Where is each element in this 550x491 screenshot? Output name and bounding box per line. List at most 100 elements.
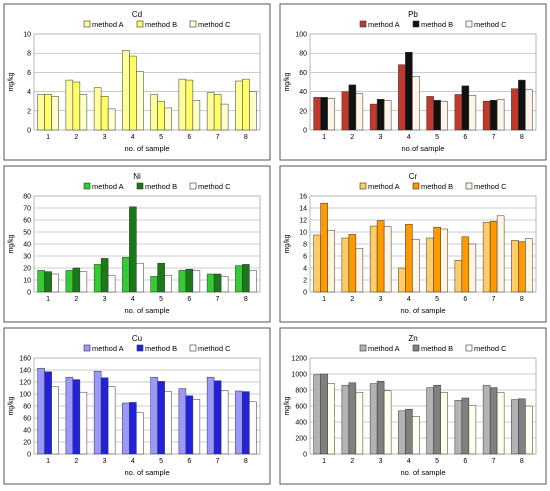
- cu-legend-swatch: [83, 344, 91, 352]
- zn-bar: [482, 384, 491, 455]
- zn-x-tick-label: 2: [350, 458, 354, 465]
- cr-legend-label: method A: [368, 182, 400, 191]
- cr-bar: [496, 215, 505, 293]
- cd-bar: [93, 87, 102, 131]
- pb-y-tick-label: 40: [299, 89, 307, 96]
- cd-y-tick-label: 8: [27, 51, 31, 58]
- cd-chart-panel: Cd method A method B method C 0 2 4 6 8 10 mg/kg 1 2…: [3, 3, 271, 161]
- cu-x-tick-label: 4: [131, 458, 135, 465]
- cu-bar: [192, 399, 201, 455]
- pb-bar: [376, 99, 385, 131]
- cd-bar: [44, 94, 52, 131]
- ni-bar: [51, 273, 59, 293]
- cr-x-tick-label: 7: [492, 296, 496, 303]
- cu-bar: [100, 377, 109, 455]
- cu-y-tick-label: 100: [19, 392, 31, 399]
- cr-bar: [341, 237, 350, 293]
- cr-chart-title: Cr: [409, 172, 418, 181]
- cr-bar: [355, 247, 364, 293]
- zn-bar: [369, 383, 378, 455]
- cu-y-tick-label: 120: [19, 380, 31, 387]
- cu-bar: [178, 388, 187, 455]
- cd-bar: [235, 80, 243, 131]
- pb-x-tick-label: 2: [350, 134, 354, 141]
- zn-y-tick-label: 600: [295, 404, 307, 411]
- ni-chart-title: Ni: [133, 172, 141, 181]
- cu-y-tick-label: 60: [23, 416, 31, 423]
- pb-bar: [383, 99, 392, 131]
- pb-chart-title: Pb: [408, 10, 418, 19]
- zn-legend-swatch: [359, 344, 367, 352]
- zn-y-tick-label: 400: [295, 420, 307, 427]
- ni-bar: [100, 258, 109, 293]
- ni-x-tick-label: 3: [103, 296, 107, 303]
- cd-bar: [51, 96, 59, 131]
- cu-bar: [206, 376, 215, 455]
- cd-y-tick-label: 4: [27, 89, 31, 96]
- cd-y-axis-label: mg/kg: [8, 72, 15, 91]
- zn-bar: [355, 392, 364, 455]
- ni-bar: [72, 267, 81, 293]
- cu-bar: [242, 391, 250, 455]
- ni-y-axis-label: mg/kg: [8, 234, 15, 253]
- zn-bar: [376, 380, 385, 455]
- ni-y-tick-label: 70: [23, 206, 31, 213]
- ni-legend-label: method C: [198, 182, 231, 191]
- cr-y-tick-label: 8: [303, 242, 307, 249]
- cu-bar: [150, 376, 158, 455]
- pb-bar: [468, 95, 477, 131]
- cr-bar: [511, 240, 519, 293]
- zn-legend-label: method A: [368, 344, 400, 353]
- cu-x-axis-label: no. of sample: [124, 468, 169, 477]
- cr-x-tick-label: 8: [520, 296, 524, 303]
- pb-legend-swatch: [359, 20, 367, 28]
- zn-x-tick-label: 5: [435, 458, 439, 465]
- cu-bar: [220, 390, 229, 455]
- zn-bar: [412, 416, 420, 455]
- pb-legend-swatch: [465, 20, 473, 28]
- cd-x-tick-label: 5: [159, 134, 163, 141]
- cu-bar: [93, 370, 102, 455]
- cr-bar: [412, 238, 420, 293]
- ni-bar: [206, 273, 215, 293]
- ni-x-tick-label: 7: [216, 296, 220, 303]
- zn-bar: [320, 373, 328, 455]
- pb-bar: [496, 99, 505, 131]
- cd-bar: [65, 79, 74, 131]
- ni-y-tick-label: 10: [23, 278, 31, 285]
- cu-legend-label: method C: [198, 344, 231, 353]
- ni-bar: [107, 274, 116, 293]
- pb-x-tick-label: 1: [322, 134, 326, 141]
- zn-bar: [327, 383, 335, 455]
- ni-y-tick-label: 50: [23, 230, 31, 237]
- cr-y-axis-label: mg/kg: [284, 234, 291, 253]
- pb-bar: [327, 98, 335, 131]
- cr-bar: [369, 225, 378, 293]
- zn-legend-swatch: [465, 344, 473, 352]
- zn-bar: [398, 410, 406, 455]
- ni-bar: [37, 270, 45, 293]
- ni-bar: [79, 271, 88, 293]
- cu-x-tick-label: 5: [159, 458, 163, 465]
- cu-bar: [72, 379, 81, 455]
- cr-bar: [482, 222, 491, 293]
- pb-bar: [355, 93, 364, 131]
- cu-y-tick-label: 160: [19, 356, 31, 363]
- cd-bar: [150, 94, 158, 131]
- pb-bar: [461, 85, 470, 131]
- ni-x-tick-label: 2: [74, 296, 78, 303]
- ni-bar: [220, 276, 229, 293]
- pb-bar: [341, 91, 350, 131]
- zn-x-tick-label: 6: [463, 458, 467, 465]
- zn-chart-title: Zn: [408, 334, 417, 343]
- pb-bar: [482, 100, 491, 131]
- zn-bar: [468, 404, 477, 455]
- zn-x-tick-label: 3: [379, 458, 383, 465]
- pb-legend-label: method B: [421, 20, 453, 29]
- ni-y-tick-label: 60: [23, 218, 31, 225]
- zn-y-tick-label: 0: [303, 452, 307, 459]
- cr-bar: [525, 238, 533, 293]
- ni-bar: [249, 270, 257, 293]
- cr-bar: [518, 241, 526, 293]
- cd-bar: [249, 91, 257, 131]
